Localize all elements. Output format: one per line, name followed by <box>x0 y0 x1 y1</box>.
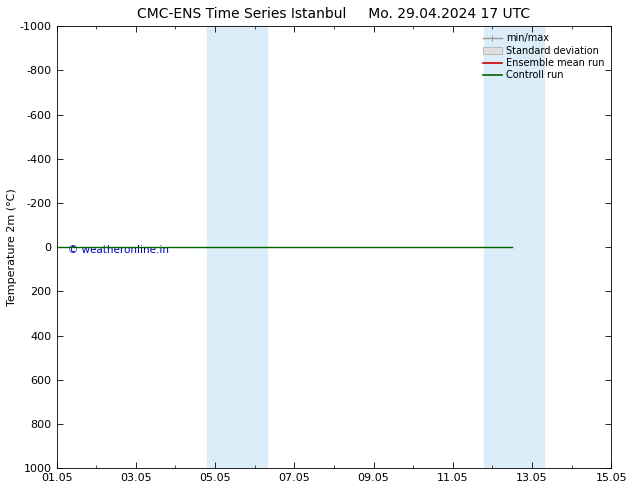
Bar <box>207 26 266 468</box>
Y-axis label: Temperature 2m (°C): Temperature 2m (°C) <box>7 188 17 306</box>
Bar <box>484 26 544 468</box>
Legend: min/max, Standard deviation, Ensemble mean run, Controll run: min/max, Standard deviation, Ensemble me… <box>481 31 606 82</box>
Title: CMC-ENS Time Series Istanbul     Mo. 29.04.2024 17 UTC: CMC-ENS Time Series Istanbul Mo. 29.04.2… <box>138 7 531 21</box>
Text: © weatheronline.in: © weatheronline.in <box>68 245 169 255</box>
